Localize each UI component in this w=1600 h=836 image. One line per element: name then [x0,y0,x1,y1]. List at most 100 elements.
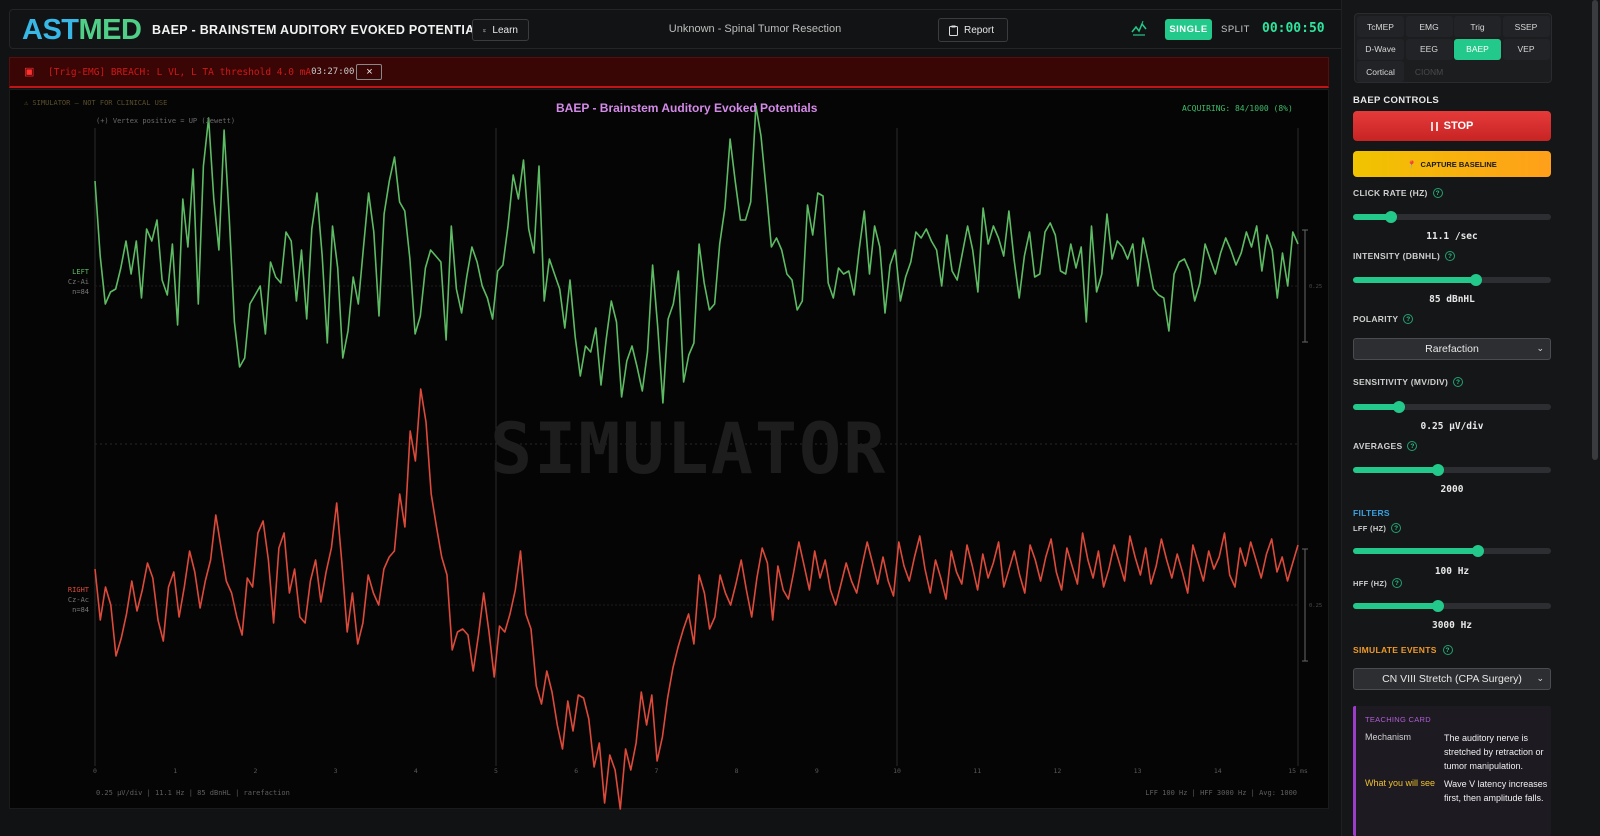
modality-tab-eeg[interactable]: EEG [1405,38,1453,60]
averages-label-text: AVERAGES [1353,441,1403,451]
slider-thumb[interactable] [1392,401,1405,413]
modality-tab-cortical[interactable]: Cortical [1357,61,1404,82]
polarity-select[interactable]: Rarefaction ⌄ [1353,338,1551,360]
elapsed-timer: 00:00:50 [1262,21,1325,36]
sensitivity-label: SENSITIVITY (MV/DIV)? [1353,377,1464,387]
mode-split-button[interactable]: SPLIT [1221,24,1250,35]
simulate-events-value: CN VIII Stretch (CPA Surgery) [1382,673,1522,685]
right-waveform [94,388,1299,810]
slider-thumb[interactable] [1471,545,1484,557]
x-tick-11: 11 [973,767,981,775]
teaching-card: TEACHING CARD Mechanism The auditory ner… [1353,706,1551,836]
right-scale-label: 0.25 [1309,603,1322,609]
modality-tab-trig[interactable]: Trig [1454,16,1501,37]
intensity-value: 85 dBnHL [1429,294,1475,305]
mode-single-button[interactable]: SINGLE [1165,19,1212,40]
slider-fill [1353,404,1399,410]
book-icon [483,28,487,32]
plot-footer-right: LFF 100 Hz | HFF 3000 Hz | Avg: 1000 [1145,789,1297,797]
learn-button[interactable]: Learn [472,19,529,41]
help-icon[interactable]: ? [1407,441,1418,451]
alert-close-button[interactable]: × [356,64,383,80]
lff-label: LFF (HZ)? [1353,523,1402,533]
modality-tab-emg[interactable]: EMG [1405,16,1453,37]
modality-tab-tcmep[interactable]: TcMEP [1357,16,1404,37]
x-tick-14: 14 [1214,767,1222,775]
help-icon[interactable]: ? [1445,251,1456,261]
left-channel-label: LEFT Cz-Ai n=84 [19,267,89,297]
chevron-down-icon: ⌄ [1536,343,1544,353]
panel-scrollbar[interactable] [1592,0,1598,460]
slider-fill [1353,603,1439,609]
lff-label-text: LFF (HZ) [1353,523,1387,533]
x-tick-4: 4 [414,767,418,775]
modality-tab-cionm[interactable]: CIONM [1414,66,1444,77]
slider-thumb[interactable] [1432,464,1445,476]
help-icon[interactable]: ? [1432,188,1443,198]
capture-baseline-button[interactable]: 📍 CAPTURE BASELINE [1353,151,1551,177]
left-channel-count: n=84 [72,288,89,296]
lff-slider[interactable] [1353,545,1551,557]
modality-tab-d-wave[interactable]: D-Wave [1357,38,1404,60]
x-tick-12: 12 [1053,767,1061,775]
hff-label: HFF (HZ)? [1353,578,1403,588]
signal-icon[interactable] [1130,20,1148,38]
click-rate-value: 11.1 /sec [1426,231,1478,242]
slider-fill [1353,467,1439,473]
stop-label: STOP [1443,120,1474,132]
help-icon[interactable]: ? [1403,314,1414,324]
plot-footer-left: 0.25 μV/div | 11.1 Hz | 85 dBnHL | raref… [96,789,290,797]
help-icon[interactable]: ? [1453,377,1464,387]
report-label: Report [964,24,995,36]
hff-slider[interactable] [1353,600,1551,612]
slider-thumb[interactable] [1432,600,1445,612]
logo-part1: AST [22,14,79,46]
polarity-value: Rarefaction [1425,343,1479,355]
right-channel-montage: Cz-Ac [67,596,89,604]
modality-tab-ssep[interactable]: SSEP [1502,16,1550,37]
control-panel: TcMEP EMG Trig SSEP D-Wave EEG BAEP VEP Cortical… [1341,0,1600,836]
alert-text: [Trig-EMG] BREACH: L VL, L TA threshold … [48,66,312,78]
x-tick-10: 10 [893,767,901,775]
help-icon[interactable]: ? [1392,578,1403,588]
sensitivity-label-text: SENSITIVITY (MV/DIV) [1353,377,1449,387]
hff-label-text: HFF (HZ) [1353,578,1388,588]
x-tick-5: 5 [494,767,498,775]
sensitivity-slider[interactable] [1353,401,1551,413]
acquiring-status: ACQUIRING: 84/1000 (8%) [1182,104,1293,113]
alert-time: 03:27:00 [311,67,355,77]
chevron-down-icon: ⌄ [1536,673,1544,683]
mechanism-text: The auditory nerve is stretched by retra… [1444,733,1544,771]
intensity-slider[interactable] [1353,274,1551,286]
left-waveform [94,105,1299,404]
mechanism-label: Mechanism [1365,732,1412,742]
x-tick-2: 2 [253,767,257,775]
simulate-events-label: SIMULATE EVENTS [1353,645,1437,655]
what-you-will-see-text: Wave V latency increases first, then amp… [1444,779,1548,803]
stop-button[interactable]: STOP [1353,111,1551,141]
sensitivity-value: 0.25 μV/div [1420,421,1484,432]
slider-thumb[interactable] [1469,274,1482,286]
slider-thumb[interactable] [1384,211,1397,223]
vertex-note: (+) Vertex positive = UP (Jewett) [96,117,236,125]
alert-banner: ▣ [Trig-EMG] BREACH: L VL, L TA threshol… [9,57,1329,88]
controls-heading: BAEP CONTROLS [1353,95,1440,106]
x-tick-0: 0 [93,767,97,775]
averages-slider[interactable] [1353,464,1551,476]
pin-icon: 📍 [1407,159,1417,169]
pause-icon [1430,121,1438,131]
modality-tab-vep[interactable]: VEP [1502,38,1550,60]
help-icon[interactable]: ? [1442,645,1453,655]
help-icon[interactable]: ? [1391,523,1402,533]
report-button[interactable]: Report [938,18,1008,42]
slider-fill [1353,277,1476,283]
x-tick-6: 6 [574,767,578,775]
click-rate-label-text: CLICK RATE (HZ) [1353,188,1428,198]
alert-trash-icon: ▣ [24,66,35,78]
modality-tab-baep[interactable]: BAEP [1454,38,1501,60]
filters-heading: FILTERS [1353,508,1390,518]
simulate-events-select[interactable]: CN VIII Stretch (CPA Surgery) ⌄ [1353,668,1551,690]
top-header: ASTMED BAEP - BRAINSTEM AUDITORY EVOKED … [9,9,1359,49]
click-rate-slider[interactable] [1353,211,1551,223]
